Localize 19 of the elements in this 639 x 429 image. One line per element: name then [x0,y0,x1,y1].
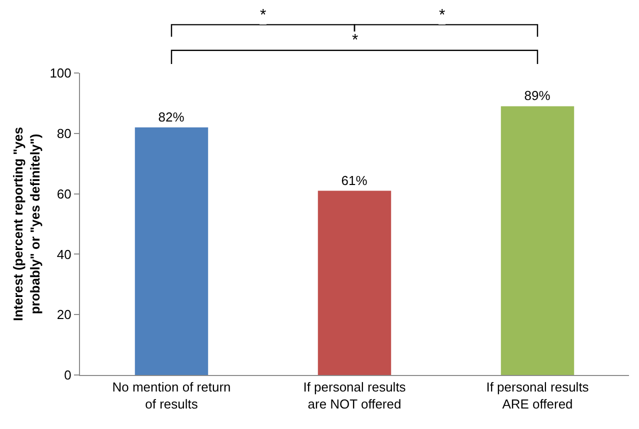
data-label: 61% [341,172,368,188]
x-tick-label: If personal results ARE offered [486,380,590,412]
x-tick-label: If personal results are NOT offered [303,380,406,412]
text: * [439,7,446,24]
y-tick-label: 80 [56,126,72,141]
bar [318,190,392,375]
bar [134,127,208,375]
y-tick-label: 20 [56,307,72,322]
text: * [352,32,358,49]
data-label: 82% [158,109,185,124]
y-tick-label: 0 [64,368,72,383]
bar [500,106,574,375]
text: * [260,7,266,24]
y-axis-title: Interest (percent reporting "yes probably" or "yes definitely") [10,127,43,321]
y-tick-label: 40 [56,246,72,262]
data-label: 89% [524,88,551,104]
y-tick-label: 60 [56,186,72,202]
x-tick-label: No mention of return of results [112,380,231,412]
y-tick-label: 100 [50,66,72,81]
